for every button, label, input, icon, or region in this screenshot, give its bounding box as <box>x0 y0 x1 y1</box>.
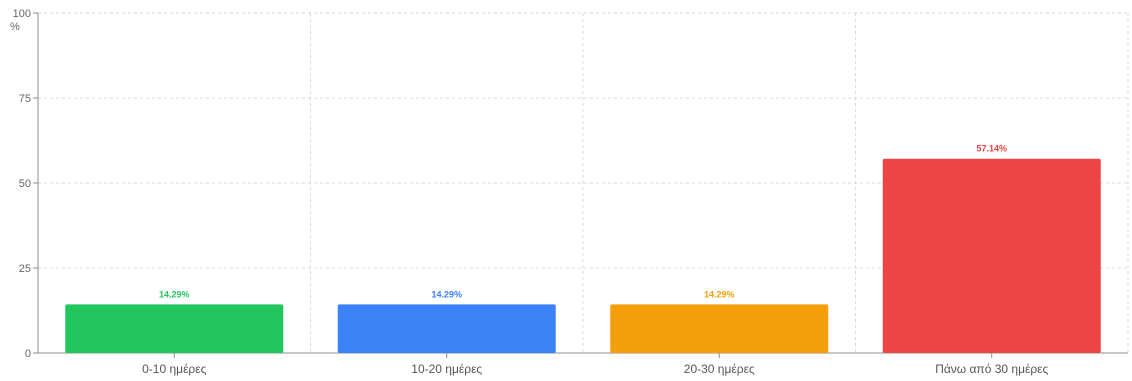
bar-value-label: 57.14% <box>976 144 1007 154</box>
y-tick-label: 0 <box>25 348 31 360</box>
bar <box>337 304 556 353</box>
bar <box>610 304 829 353</box>
x-category-label: Πάνω από 30 ημέρες <box>935 362 1048 376</box>
bar-layer <box>65 158 1101 353</box>
bar-value-label: 14.29% <box>159 289 190 299</box>
x-category-label: 0-10 ημέρες <box>142 362 206 376</box>
y-tick-label: 75 <box>19 93 31 105</box>
y-tick-label: 25 <box>19 263 31 275</box>
x-category-label: 10-20 ημέρες <box>411 362 482 376</box>
bar <box>882 158 1101 353</box>
bar-value-label: 14.29% <box>704 289 735 299</box>
y-axis-unit-label: % <box>10 21 20 33</box>
label-layer: 14.29% 0-10 ημέρες 14.29% 10-20 ημέρες 14.29… <box>142 144 1048 376</box>
bar-value-label: 14.29% <box>431 289 462 299</box>
x-category-label: 20-30 ημέρες <box>684 362 755 376</box>
y-tick-label: 50 <box>19 178 31 190</box>
bar <box>65 304 284 353</box>
y-tick-label: 100 <box>13 8 31 20</box>
